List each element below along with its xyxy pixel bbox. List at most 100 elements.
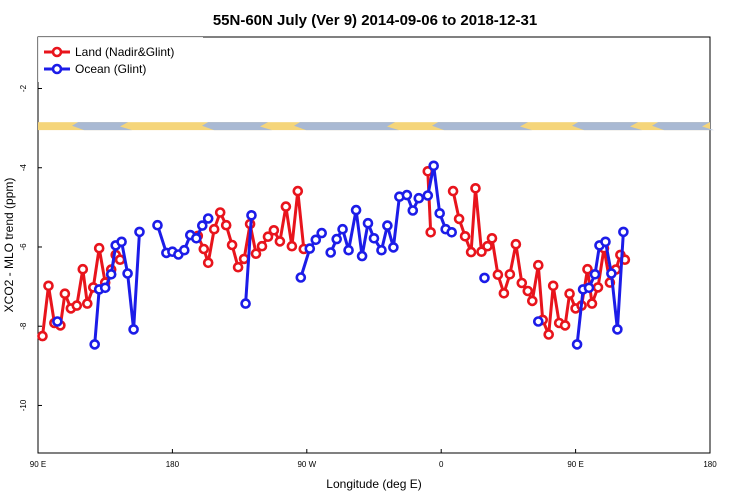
series-land-point-3-3 <box>465 246 477 258</box>
series-ocean-point-8-2 <box>583 282 595 294</box>
series-land-point-3-26 <box>592 282 604 293</box>
series-land-point-3-21 <box>564 288 575 300</box>
map-strip <box>38 122 714 131</box>
series-ocean-point-3-0 <box>240 298 251 309</box>
series-land-point-1-17 <box>292 185 304 197</box>
y-tick-label-3: -8 <box>19 322 28 330</box>
series-ocean-point-8-0 <box>571 339 583 350</box>
series-land-point-1-10 <box>250 248 262 259</box>
y-tick-label-0: -2 <box>19 84 28 92</box>
series-ocean-point-2-4 <box>179 244 190 256</box>
series-ocean-point-5-5 <box>356 250 368 262</box>
series-ocean-point-5-10 <box>388 242 399 253</box>
series-land-point-2-1 <box>425 227 437 238</box>
plot-frame <box>37 36 711 454</box>
y-tick-label-2: -6 <box>19 243 28 251</box>
series-land-point-1-16 <box>286 240 298 252</box>
series-land-point-3-8 <box>492 269 504 281</box>
series-ocean-point-8-3 <box>589 268 601 280</box>
series-land-point-1-7 <box>232 261 244 273</box>
series-land-point-3-1 <box>453 213 465 225</box>
series-land-point-1-1 <box>198 243 210 255</box>
series-ocean-point-1-2 <box>99 282 111 294</box>
y-tick-label-4: -10 <box>19 399 28 411</box>
map-strip-ocean-4 <box>572 122 642 131</box>
x-axis: 90 E 180 90 W 0 90 E 180 <box>30 449 717 469</box>
series-ocean-point-5-15 <box>422 190 434 201</box>
series-ocean-point-4-3 <box>316 227 328 239</box>
map-strip-ocean-0 <box>72 122 132 131</box>
series-ocean-point-2-8 <box>202 213 214 224</box>
series-land-point-1-13 <box>268 225 280 236</box>
x-tick-label-5: 180 <box>703 460 717 469</box>
series-land-point-3-14 <box>526 295 538 307</box>
legend-marker-ocean <box>51 63 63 75</box>
series-ocean-point-5-3 <box>343 244 354 256</box>
series-land-point-0-7 <box>77 263 89 275</box>
series-ocean-point-1-8 <box>134 226 145 238</box>
series-land-point-0-0 <box>37 330 48 342</box>
series-ocean-point-5-2 <box>337 223 348 235</box>
chart-title: 55N-60N July (Ver 9) 2014-09-06 to 2018-… <box>213 12 537 29</box>
map-strip-ocean-1 <box>202 122 272 131</box>
series-land-point-3-12 <box>516 277 528 289</box>
series-ocean-point-7-0 <box>532 316 544 327</box>
series-ocean-point-5-14 <box>413 192 425 204</box>
series-land-point-3-13 <box>522 285 534 297</box>
legend: Land (Nadir&Glint) Ocean (Glint) <box>38 37 203 82</box>
series-ocean-point-8-5 <box>600 236 611 248</box>
series-land-point-0-6 <box>71 300 83 311</box>
series-land-point-3-17 <box>543 329 555 340</box>
series-land-point-3-24 <box>582 263 593 275</box>
legend-label-land: Land (Nadir&Glint) <box>75 45 174 59</box>
series-land-line-2 <box>426 171 433 233</box>
series-land-point-3-9 <box>498 287 510 299</box>
series-ocean-point-4-1 <box>304 243 316 254</box>
series-land-point-3-20 <box>559 320 571 331</box>
series-land-point-3-2 <box>459 231 471 242</box>
x-tick-label-3: 0 <box>439 460 444 469</box>
series-ocean-point-1-3 <box>105 268 117 280</box>
series-land-point-1-12 <box>262 231 274 242</box>
x-tick-label-4: 90 E <box>567 460 583 469</box>
series-land-point-3-4 <box>470 183 481 194</box>
series-land-point-1-2 <box>202 257 214 269</box>
series-ocean-line-3 <box>244 215 253 304</box>
series-land-point-1-4 <box>214 207 226 218</box>
series-land-point-3-5 <box>476 246 487 257</box>
series-land-point-3-7 <box>486 233 498 244</box>
series-ocean-point-2-6 <box>191 233 202 244</box>
map-strip-ocean-5 <box>652 122 714 131</box>
series-ocean-point-5-12 <box>401 189 413 201</box>
series-land-point-3-25 <box>586 298 598 309</box>
map-strip-ocean-3 <box>432 122 532 131</box>
series-land-point-0-10 <box>93 242 105 254</box>
series-ocean-point-1-7 <box>128 324 139 335</box>
series-ocean-point-5-1 <box>331 233 343 245</box>
y-axis: -2 -4 -6 -8 -10 <box>19 84 42 411</box>
series-ocean-point-5-8 <box>376 244 387 256</box>
series-land-point-3-10 <box>504 268 516 280</box>
series-land-point-1-5 <box>220 219 232 231</box>
series-land-point-1-11 <box>256 240 268 252</box>
series-ocean-point-0-0 <box>52 316 63 327</box>
x-tick-label-2: 90 W <box>297 460 316 469</box>
x-axis-label: Longitude (deg E) <box>326 477 421 491</box>
series-land-point-1-14 <box>274 236 286 247</box>
map-strip-ocean-2 <box>294 122 399 131</box>
series-ocean-point-5-19 <box>446 227 458 238</box>
series-land-point-3-0 <box>447 185 459 197</box>
series-land-point-1-3 <box>208 223 220 235</box>
series-ocean-line-5 <box>329 164 453 258</box>
series-ocean-point-5-6 <box>362 217 374 229</box>
legend-marker-land <box>51 46 63 58</box>
legend-label-ocean: Ocean (Glint) <box>75 62 146 76</box>
series-ocean-point-5-13 <box>407 205 419 216</box>
series-land-point-3-6 <box>482 240 493 252</box>
series-ocean-point-5-17 <box>434 208 446 219</box>
series-land-point-0-14 <box>114 254 126 266</box>
series-ocean-point-8-8 <box>618 226 629 238</box>
series-ocean-point-1-6 <box>122 268 133 279</box>
series-ocean-point-8-6 <box>606 268 617 279</box>
